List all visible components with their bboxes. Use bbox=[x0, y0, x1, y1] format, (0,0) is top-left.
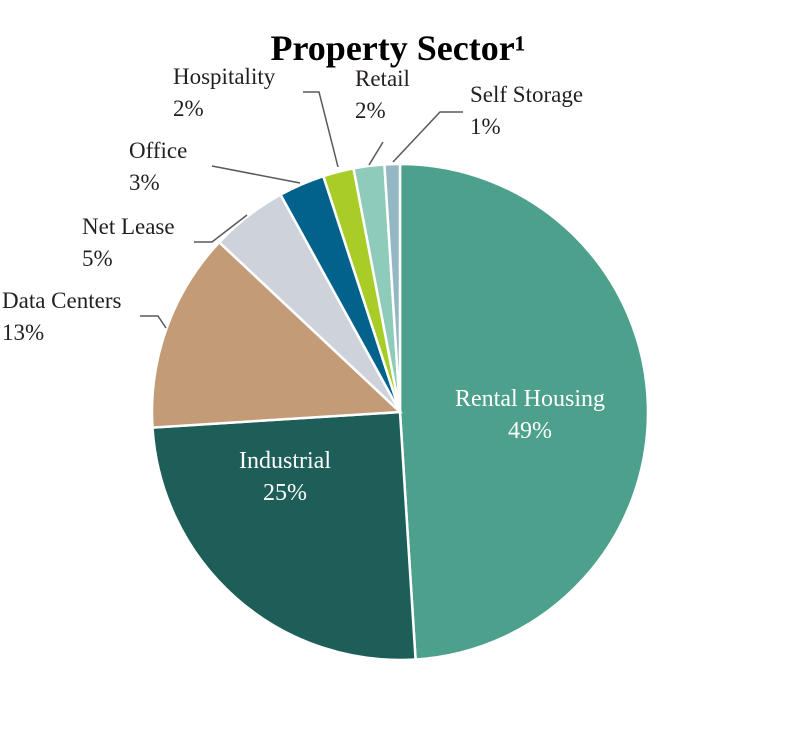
slice-label-data-centers: Data Centers bbox=[2, 288, 121, 313]
slice-label-office: Office bbox=[129, 138, 187, 163]
slice-label-hospitality: Hospitality bbox=[173, 64, 276, 89]
slice-labels: Rental Housing 49% Industrial 25% Data Cente… bbox=[2, 64, 605, 506]
leader-line-data-centers bbox=[140, 315, 167, 329]
slice-value-self-storage: 1% bbox=[470, 114, 501, 139]
leader-line-retail bbox=[368, 141, 384, 166]
slice-label-industrial: Industrial bbox=[239, 448, 331, 474]
slice-value-industrial: 25% bbox=[263, 480, 307, 506]
slice-value-net-lease: 5% bbox=[82, 246, 113, 271]
leader-lines bbox=[140, 91, 463, 329]
pie-slice-rental-housing bbox=[398, 162, 650, 661]
leader-line-net-lease bbox=[194, 214, 248, 243]
slice-value-retail: 2% bbox=[355, 98, 386, 123]
slice-value-office: 3% bbox=[129, 170, 160, 195]
leader-line-hospitality bbox=[303, 91, 339, 168]
pie-slice-data-centers bbox=[150, 240, 403, 429]
slice-value-hospitality: 2% bbox=[173, 96, 204, 121]
pie-slices bbox=[150, 162, 650, 662]
slice-label-net-lease: Net Lease bbox=[82, 214, 175, 239]
slice-value-rental-housing: 49% bbox=[508, 418, 552, 444]
chart-title: Property Sector¹ bbox=[270, 28, 525, 68]
pie-slice-industrial bbox=[151, 410, 417, 662]
pie-slice-self-storage bbox=[383, 162, 402, 413]
leader-line-self-storage bbox=[392, 111, 463, 163]
leader-line-office bbox=[211, 165, 301, 184]
slice-label-self-storage: Self Storage bbox=[470, 82, 583, 107]
slice-label-rental-housing: Rental Housing bbox=[455, 386, 605, 412]
slice-label-retail: Retail bbox=[355, 66, 410, 91]
slice-value-data-centers: 13% bbox=[2, 320, 44, 345]
